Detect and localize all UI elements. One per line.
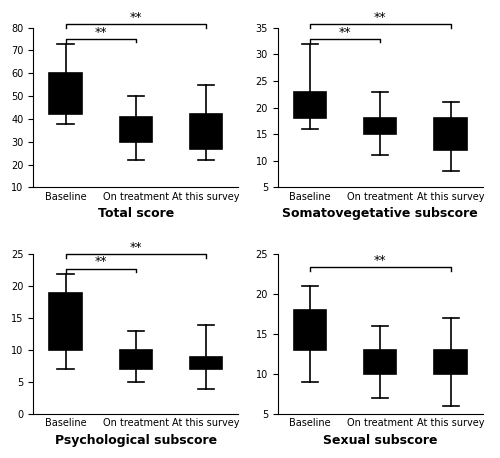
X-axis label: Sexual subscore: Sexual subscore bbox=[323, 434, 438, 447]
X-axis label: Somatovegetative subscore: Somatovegetative subscore bbox=[282, 207, 478, 220]
PathPatch shape bbox=[190, 114, 222, 149]
PathPatch shape bbox=[294, 310, 326, 350]
PathPatch shape bbox=[120, 117, 152, 142]
PathPatch shape bbox=[120, 350, 152, 370]
Text: **: ** bbox=[94, 256, 107, 268]
PathPatch shape bbox=[294, 92, 326, 118]
PathPatch shape bbox=[434, 118, 466, 150]
X-axis label: Total score: Total score bbox=[98, 207, 174, 220]
Text: **: ** bbox=[374, 11, 386, 24]
PathPatch shape bbox=[50, 73, 82, 114]
Text: **: ** bbox=[374, 254, 386, 267]
PathPatch shape bbox=[364, 118, 396, 134]
Text: **: ** bbox=[130, 11, 142, 24]
PathPatch shape bbox=[434, 350, 466, 374]
PathPatch shape bbox=[364, 350, 396, 374]
Text: **: ** bbox=[130, 241, 142, 254]
Text: **: ** bbox=[94, 26, 107, 38]
PathPatch shape bbox=[50, 293, 82, 350]
PathPatch shape bbox=[190, 357, 222, 370]
Text: **: ** bbox=[339, 26, 351, 38]
X-axis label: Psychological subscore: Psychological subscore bbox=[55, 434, 217, 447]
